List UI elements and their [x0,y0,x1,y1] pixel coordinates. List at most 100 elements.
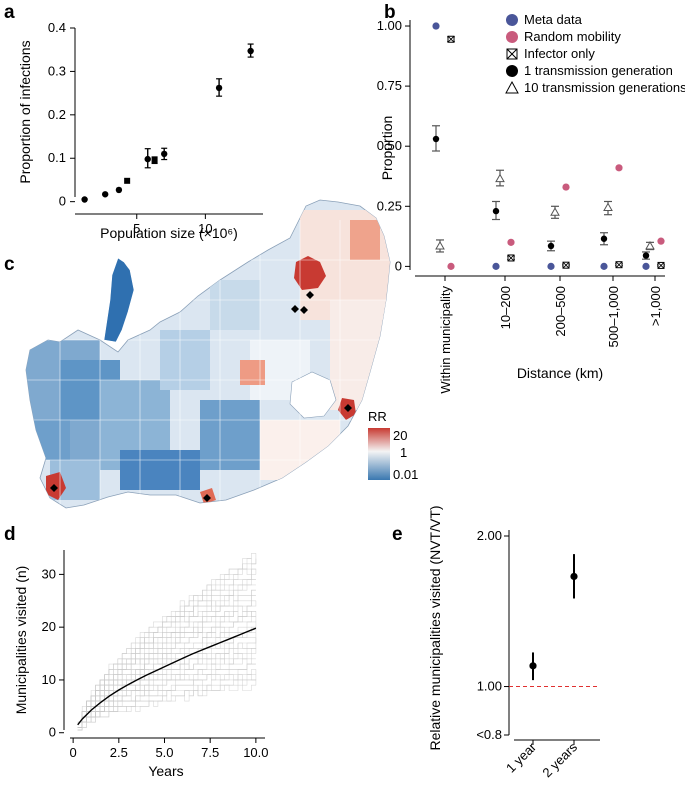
b-point-meta [432,22,440,30]
a-xtick-label: 5 [133,221,140,236]
panel-a-chart: Proportion of infections Population size… [17,28,263,241]
b-point-onegen [432,135,440,143]
b-ytick-label: 0.25 [377,198,402,213]
d-ytick-label: 30 [42,566,56,581]
legend-icon-random [506,31,518,43]
legend-icon-infector-cross [506,48,518,60]
d-mean-curve [77,627,257,726]
b-xtick-label: 10–200 [498,286,513,329]
city-marker-gqeberha [203,494,211,502]
map-region-central [160,330,210,390]
panel-label-d: d [4,524,16,545]
panel-label-e: e [392,524,403,545]
a-ytick-label: 0.4 [48,20,66,35]
b-point-random [562,183,570,191]
map-legend-colorbar [368,428,390,480]
a-point [124,177,131,184]
a-point [81,196,88,203]
a-point [101,191,109,198]
map-region-south [120,450,200,490]
b-ytick-label: 1.00 [377,18,402,33]
map-northwest-region [103,257,135,343]
map-city-markers [50,291,352,502]
map-region-southcentral [200,400,260,470]
map-region-northeast [350,220,380,260]
panel-c-map: RR 20 1 0.01 [25,199,418,509]
b-point-random [447,262,455,270]
a-point [247,47,254,55]
b-point-infector-cross [562,261,570,269]
d-ytick-label: 0 [49,725,56,740]
d-xtick-label: 0 [70,745,77,760]
b-point-tengen [645,240,655,250]
map-lesotho [289,371,337,419]
d-ytick-label: 10 [42,672,56,687]
map-legend-high: 20 [393,428,407,443]
panel-d-xlabel: Years [148,763,183,779]
b-ytick-label: 0.75 [377,78,402,93]
a-point [160,150,168,158]
b-point-infector-cross [615,261,623,269]
d-xtick-label: 7.5 [201,745,219,760]
a-ytick-label: 0.2 [48,107,66,122]
panel-b-legend: Meta data Random mobility Infector only 1 t… [505,12,685,95]
map-region-hotspot [240,360,265,385]
b-point-onegen [600,235,608,242]
panel-b-chart: Proportion Distance (km) Meta data Random… [379,12,685,381]
b-point-random [657,237,665,245]
map-region-east [330,300,390,410]
a-ytick-label: 0.1 [48,150,66,165]
a-ytick-label: 0.3 [48,63,66,78]
panel-d-ylabel: Municipalities visited (n) [13,566,29,715]
a-point [215,84,223,92]
e-ytick-label: <0.8 [476,727,502,742]
b-point-meta [547,262,555,270]
panel-label-b: b [384,2,396,23]
e-ytick-label: 1.00 [477,679,502,694]
b-point-meta [600,262,608,270]
b-point-infector-cross [657,262,665,269]
panel-a-ylabel: Proportion of infections [17,40,33,183]
b-point-onegen [642,252,650,259]
panel-d-chart: Municipalities visited (n) Years [13,550,265,779]
legend-label: 10 transmission generations [524,80,685,95]
city-marker-pretoria [291,305,299,313]
d-xtick-label: 2.5 [110,745,128,760]
b-point-random [507,238,515,246]
panel-d-trajectories [77,553,257,731]
panel-e-chart: Relative municipalities visited (NVT/VT) [427,505,600,751]
map-region-westcoast [30,420,70,460]
map-regions [26,210,390,508]
b-ytick-label: 0 [395,258,402,273]
panel-b-xlabel: Distance (km) [517,365,603,381]
legend-label: 1 transmission generation [524,63,673,78]
legend-icon-meta [506,14,518,26]
b-xtick-label: Within municipality [438,286,453,394]
b-point-tengen [603,202,613,211]
a-point [115,186,123,194]
city-marker-capetown [50,484,58,492]
d-trajectory-line [77,553,256,728]
city-marker-johannesburg [300,306,308,314]
b-point-meta [492,262,500,270]
map-region-northwestcentral [210,280,260,330]
b-point-onegen [547,242,555,250]
map-legend-title: RR [368,409,387,424]
map-region-borders [26,220,390,508]
b-point-tengen [435,240,445,250]
panel-e-ylabel: Relative municipalities visited (NVT/VT) [427,505,443,750]
b-xtick-label: 500–1,000 [606,286,621,347]
e-xtick-label: 2 years [539,739,580,780]
b-xtick-label: >1,000 [648,286,663,326]
b-point-meta [642,262,650,270]
panel-b-ylabel: Proportion [379,116,395,181]
a-point [151,157,158,164]
b-point-tengen [495,173,505,183]
e-point [570,572,578,581]
b-point-tengen [550,207,560,216]
a-point [144,155,151,163]
d-xtick-label: 5.0 [155,745,173,760]
panel-label-c: c [4,254,15,275]
e-point [529,662,537,670]
legend-label: Meta data [524,12,583,27]
